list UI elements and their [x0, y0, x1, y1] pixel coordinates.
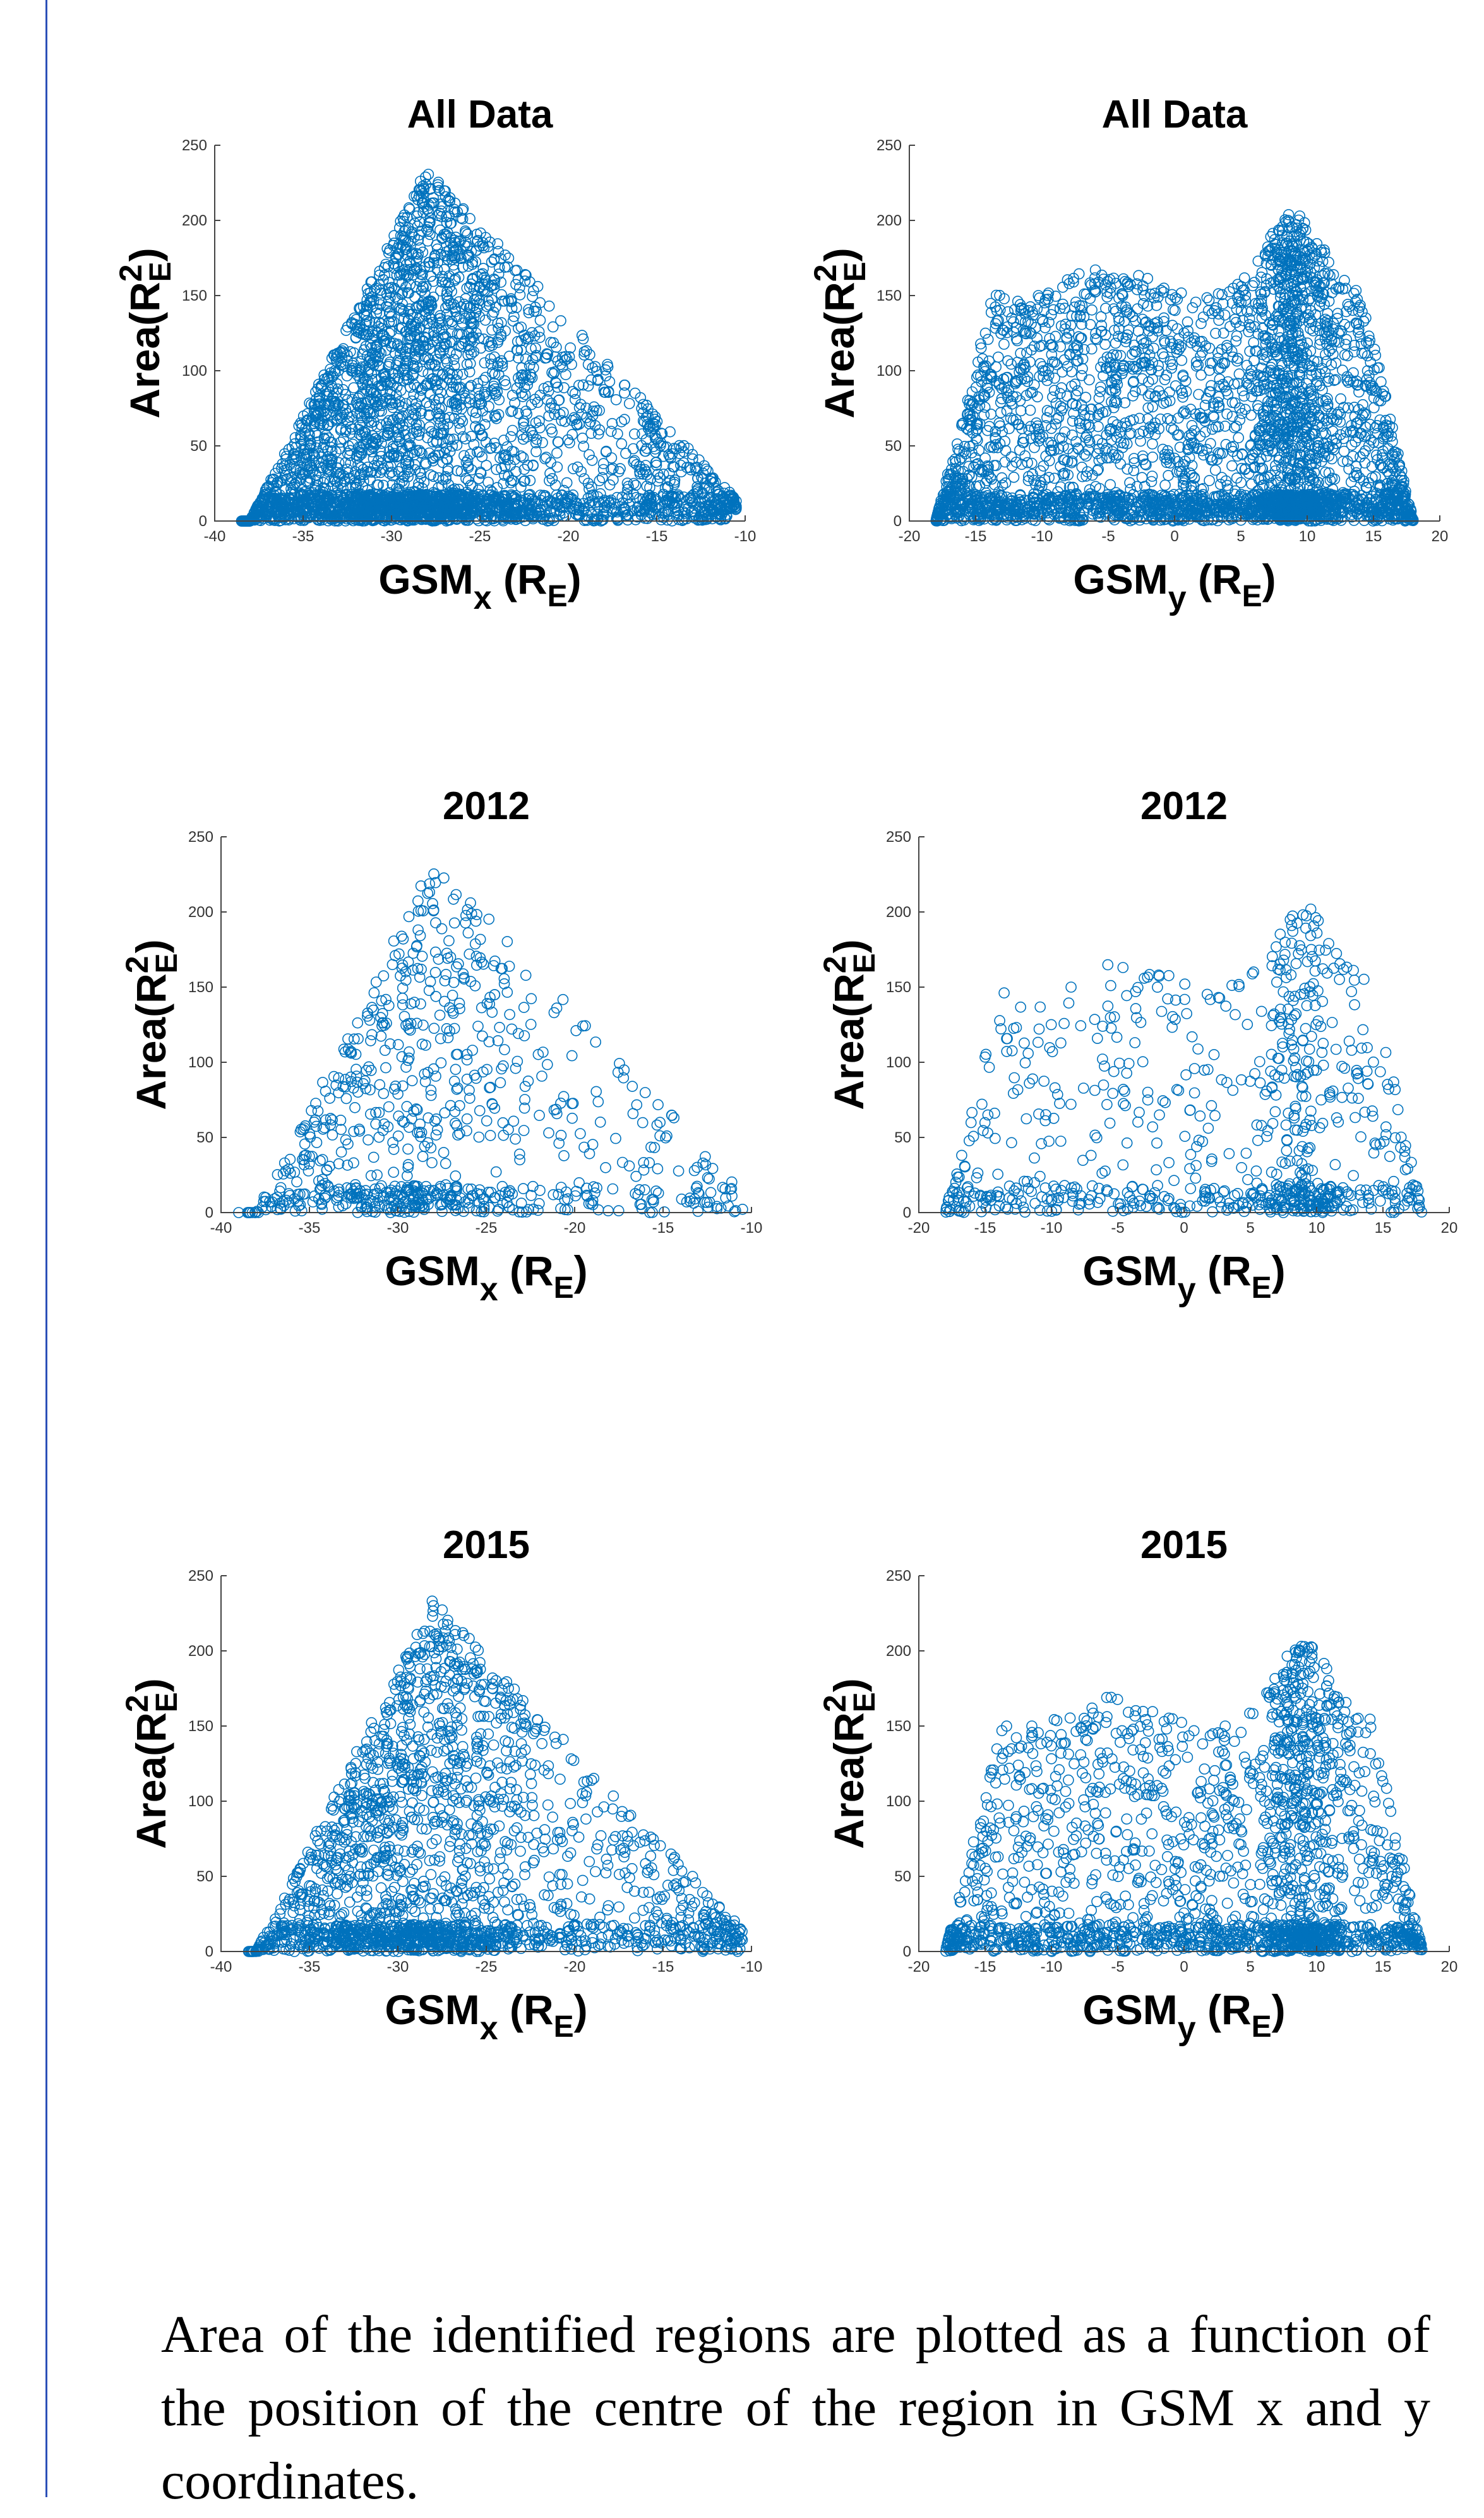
- data-point: [1376, 377, 1386, 387]
- x-tick-label: -30: [381, 528, 403, 545]
- data-point: [652, 476, 662, 486]
- data-point: [986, 409, 996, 419]
- scatter-points: [931, 210, 1418, 526]
- data-point: [1046, 423, 1056, 433]
- scatter-panel-all-data-gsmx: All Data -40 -35 -30 -25 -20 -15 -10 0 50 100 150 20…: [82, 82, 777, 701]
- data-point: [294, 421, 304, 431]
- data-point: [613, 429, 623, 439]
- data-point: [577, 330, 587, 340]
- data-point: [487, 325, 497, 335]
- data-point: [440, 265, 450, 275]
- y-tick-label: 250: [182, 137, 207, 154]
- data-point: [481, 315, 491, 325]
- x-tick-label: -40: [204, 528, 226, 545]
- data-point: [310, 428, 320, 438]
- data-point: [604, 376, 614, 387]
- data-point: [616, 417, 626, 427]
- x-tick-label: -35: [292, 528, 314, 545]
- data-point: [606, 426, 616, 436]
- chart-title: All Data: [407, 93, 553, 136]
- data-point: [1026, 405, 1036, 416]
- left-margin-rule: [45, 0, 47, 2497]
- chart-title: All Data: [1102, 93, 1248, 136]
- y-axis-label: Area(R2E): [113, 248, 177, 418]
- data-point: [587, 455, 597, 465]
- x-tick-label: -10: [734, 528, 757, 545]
- data-point: [1062, 275, 1072, 285]
- scatter-points: [236, 169, 741, 526]
- data-point: [1336, 394, 1346, 404]
- data-point: [601, 447, 611, 457]
- data-point: [508, 426, 518, 436]
- data-point: [560, 417, 570, 427]
- y-tick-label: 150: [182, 287, 207, 304]
- y-tick-label: 200: [182, 212, 207, 229]
- y-tick-label: 0: [199, 513, 207, 530]
- data-point: [1196, 318, 1206, 328]
- data-point: [459, 451, 469, 461]
- data-point: [1036, 359, 1046, 369]
- data-point: [1160, 480, 1170, 490]
- y-tick-label: 50: [190, 438, 207, 455]
- data-point: [487, 257, 497, 267]
- data-point: [349, 383, 359, 393]
- data-point: [533, 282, 543, 292]
- y-tick-label: 100: [182, 363, 207, 380]
- data-point: [556, 316, 566, 326]
- x-tick-label: -15: [646, 528, 668, 545]
- data-point: [343, 448, 353, 459]
- data-point: [1142, 273, 1152, 284]
- data-point: [515, 290, 525, 300]
- data-point: [625, 399, 635, 409]
- data-point: [640, 447, 650, 457]
- data-point: [1268, 229, 1278, 239]
- scatter-chart-svg: All Data -40 -35 -30 -25 -20 -15 -10 0 50 100 150 20…: [82, 82, 777, 701]
- data-point: [520, 390, 530, 400]
- data-point: [1009, 472, 1019, 483]
- x-axis-label: GSMx (RE): [378, 556, 581, 616]
- data-point: [544, 301, 554, 311]
- data-point: [553, 437, 563, 447]
- data-point: [404, 457, 414, 467]
- data-point: [1111, 338, 1121, 348]
- data-point: [619, 380, 630, 390]
- x-tick-label: -20: [558, 528, 580, 545]
- data-point: [1135, 436, 1146, 447]
- data-point: [460, 434, 470, 444]
- data-point: [993, 352, 1003, 362]
- data-point: [461, 474, 471, 484]
- x-tick-label: -25: [469, 528, 491, 545]
- data-point: [532, 397, 542, 407]
- data-point: [1247, 479, 1257, 489]
- data-point: [547, 427, 557, 437]
- data-point: [619, 414, 630, 424]
- data-point: [621, 448, 631, 459]
- data-point: [481, 460, 491, 471]
- data-point: [1137, 315, 1147, 325]
- data-point: [1354, 387, 1364, 397]
- data-point: [478, 375, 488, 385]
- data-point: [594, 476, 604, 486]
- data-point: [472, 229, 482, 239]
- data-point: [616, 439, 626, 449]
- data-point: [552, 448, 562, 458]
- data-point: [611, 395, 621, 405]
- data-point: [423, 169, 433, 179]
